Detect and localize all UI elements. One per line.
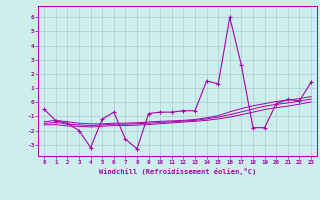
X-axis label: Windchill (Refroidissement éolien,°C): Windchill (Refroidissement éolien,°C) [99, 168, 256, 175]
